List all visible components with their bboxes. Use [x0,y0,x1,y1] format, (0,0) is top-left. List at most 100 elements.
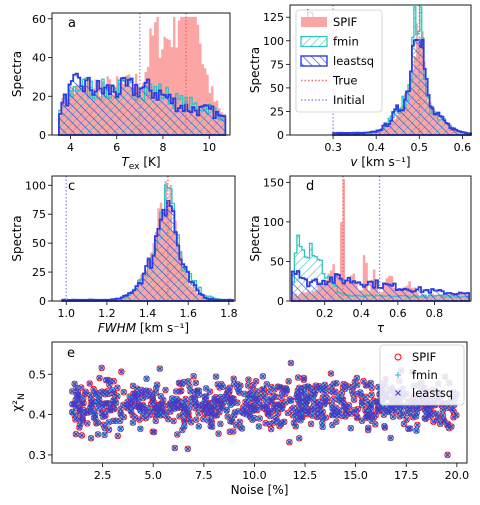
axes-frame [51,12,231,136]
x-tick-label: 0.8 [426,307,444,320]
point-leastsq [286,439,293,445]
point-leastsq [319,424,326,430]
point-leastsq [370,398,377,404]
point-leastsq [189,395,195,402]
point-leastsq [146,412,152,419]
point-leastsq [226,385,233,391]
y-tick-label: 75 [270,58,284,71]
point-leastsq [185,412,192,419]
y-tick-label: 0.3 [29,449,47,462]
point-leastsq [277,384,284,391]
point-leastsq [224,390,230,397]
x-tick-label: 12.5 [293,469,318,482]
point-leastsq [144,405,150,412]
panel-a: 4 6 8 10 0 20 40 60 a Tex [K] Spectra [10,12,231,172]
point-leastsq [160,408,166,415]
point-leastsq [345,410,351,417]
histogram-leastsq [290,270,471,302]
point-leastsq [266,389,273,395]
point-leastsq [103,377,109,383]
point-leastsq [249,416,256,423]
x-tick-label: 10 [202,141,216,154]
point-leastsq [430,418,437,425]
point-leastsq [196,391,202,398]
point-leastsq [342,386,348,392]
point-leastsq [230,376,237,382]
point-leastsq [365,427,371,433]
point-leastsq [217,421,224,427]
point-leastsq [69,409,76,415]
x-tick-label: 10.0 [242,469,267,482]
point-leastsq [80,395,87,401]
point-leastsq [342,407,349,413]
histogram-leastsq [61,199,234,302]
point-leastsq [440,412,446,419]
point-leastsq [357,389,364,396]
point-leastsq [191,389,198,395]
point-leastsq [317,385,323,392]
point-leastsq [445,421,451,427]
point-leastsq [101,432,108,438]
point-leastsq [331,380,337,387]
point-leastsq [214,398,220,404]
y-tick-label: 0 [277,295,284,308]
point-leastsq [401,421,407,427]
point-leastsq [387,435,394,441]
point-leastsq [114,385,121,391]
point-leastsq [86,380,93,387]
point-leastsq [440,407,446,413]
point-leastsq [435,414,442,420]
point-leastsq [115,433,121,439]
point-leastsq [382,424,388,431]
point-leastsq [176,413,183,420]
point-leastsq [100,413,106,420]
point-leastsq [110,401,117,407]
legend-label: fmin [412,368,438,382]
point-leastsq [293,412,300,418]
panel-label: d [306,179,314,194]
point-leastsq [136,416,143,423]
y-tick-label: 0.4 [29,409,47,422]
point-leastsq [433,411,440,417]
point-leastsq [241,391,248,397]
point-leastsq [301,375,307,381]
legend-swatch-leastsq [300,55,328,67]
point-leastsq [332,388,339,395]
point-leastsq [227,401,234,408]
point-leastsq [78,384,84,391]
point-leastsq [426,410,433,416]
point-leastsq [245,382,251,389]
point-leastsq [303,408,310,415]
legend-swatch-fmin [300,35,328,48]
x-tick-label: 1.4 [139,307,157,320]
point-leastsq [329,422,336,428]
point-leastsq [381,411,387,418]
histogram-leastsq [58,72,227,136]
point-leastsq [362,394,369,400]
point-leastsq [250,382,257,388]
point-leastsq [132,403,139,409]
point-leastsq [245,395,252,402]
point-leastsq [450,414,457,421]
point-leastsq [93,389,99,396]
point-leastsq [130,419,136,426]
point-leastsq [203,393,210,400]
point-leastsq [380,407,386,414]
point-leastsq [312,388,319,394]
point-leastsq [150,405,157,412]
point-leastsq [79,414,86,420]
point-leastsq [368,413,374,419]
point-leastsq [195,410,202,416]
point-leastsq [305,395,311,402]
axes-frame [51,341,468,464]
legend-frame [295,9,383,113]
point-leastsq [408,411,414,417]
point-leastsq [208,406,215,413]
point-leastsq [406,406,412,412]
point-leastsq [385,407,391,414]
point-leastsq [153,385,160,391]
point-leastsq [143,375,150,382]
y-axis-label: χ²N [10,393,27,411]
legend-marker-fmin [395,372,401,378]
point-leastsq [150,428,156,435]
